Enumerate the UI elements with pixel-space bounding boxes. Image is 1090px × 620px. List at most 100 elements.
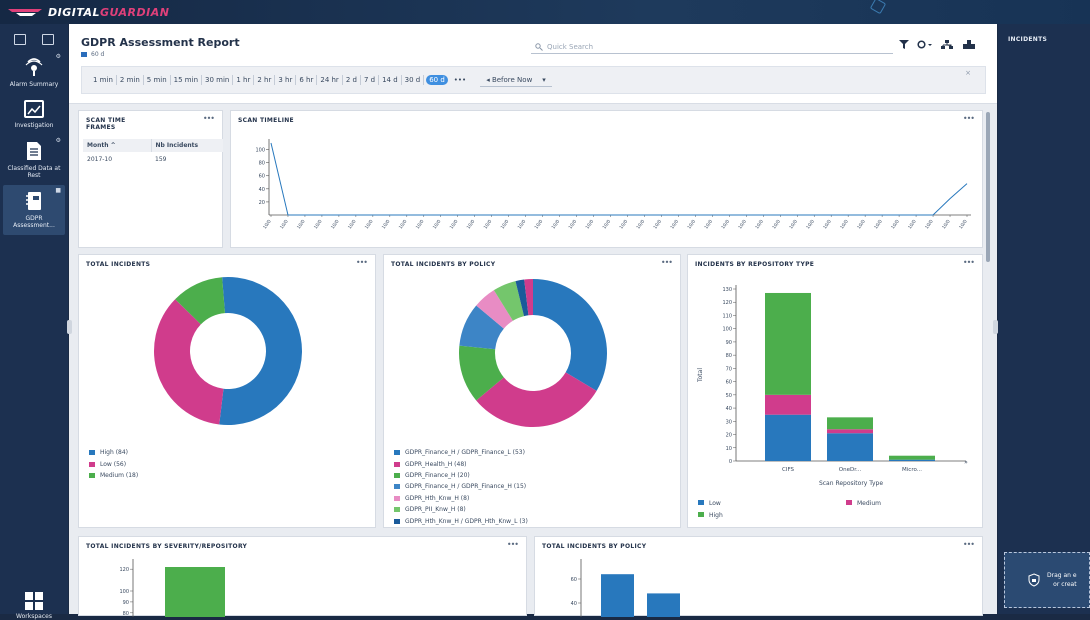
donut-slice	[219, 277, 302, 425]
x-tick-label: 10/0	[907, 219, 918, 231]
export-icon[interactable]	[963, 40, 975, 49]
refresh-menu-icon[interactable]	[917, 40, 933, 49]
time-range-option[interactable]: 5 min	[144, 75, 171, 85]
time-range-option[interactable]: 24 hr	[317, 75, 342, 85]
time-range-option[interactable]: 1 hr	[233, 75, 254, 85]
panel-menu-button[interactable]: •••	[203, 114, 214, 123]
y-tick-label: 80	[726, 353, 732, 359]
legend-item[interactable]: GDPR_Health_H (48)	[394, 458, 528, 469]
bar	[647, 593, 680, 617]
x-tick-label: 10/0	[517, 219, 528, 231]
legend-swatch	[89, 462, 95, 467]
x-tick-label: 10/0	[737, 219, 748, 231]
total-incidents-panel: TOTAL INCIDENTS ••• High (84)Low (56)Med…	[78, 254, 376, 528]
legend-item[interactable]: High (84)	[89, 447, 138, 458]
legend-item[interactable]: Medium (18)	[89, 470, 138, 481]
close-icon[interactable]: ×	[965, 69, 971, 77]
policy-legend: GDPR_Finance_H / GDPR_Finance_L (53)GDPR…	[394, 447, 528, 527]
legend-swatch	[698, 500, 704, 505]
time-range-option[interactable]: 15 min	[171, 75, 202, 85]
bar	[601, 574, 634, 617]
legend-item[interactable]: GDPR_Finance_H / GDPR_Finance_H (15)	[394, 481, 528, 492]
sidebar-item-gdpr-assessment[interactable]: ■ GDPR Assessment...	[3, 185, 65, 235]
time-range-option[interactable]: 6 hr	[296, 75, 317, 85]
x-tick-label: 10/0	[873, 219, 884, 231]
time-range-option[interactable]: 2 min	[117, 75, 144, 85]
workspaces-label: Workspaces	[16, 613, 52, 620]
logo-mark-icon	[8, 7, 42, 17]
bar-segment	[827, 429, 873, 433]
left-collapse-handle[interactable]	[67, 320, 72, 334]
workspaces-button[interactable]: Workspaces	[0, 592, 68, 620]
timeline-series-line	[271, 143, 967, 215]
x-tick-label: OneDr...	[839, 467, 862, 473]
x-tick-label: 10/0	[703, 219, 714, 231]
column-header-month[interactable]: Month ^	[83, 139, 151, 152]
before-now-dropdown[interactable]: ◂ Before Now▾	[480, 74, 552, 87]
legend-swatch	[394, 519, 400, 524]
legend-item[interactable]: GDPR_Finance_H (20)	[394, 470, 528, 481]
legend-item[interactable]: GDPR_PII_Knw_H (8)	[394, 504, 528, 515]
time-range-option[interactable]: 2 d	[343, 75, 361, 85]
legend-label: Low	[709, 500, 721, 507]
vertical-scrollbar[interactable]	[986, 112, 990, 262]
chevron-down-icon: ▾	[542, 76, 546, 84]
y-tick-label: 50	[726, 393, 732, 399]
search-input[interactable]: Quick Search	[531, 40, 893, 54]
digital-guardian-logo: DIGITALGUARDIAN	[8, 4, 169, 20]
x-tick-label: 10/0	[347, 219, 358, 231]
sidebar-item-alarm-summary[interactable]: ⚙ Alarm Summary	[3, 51, 65, 94]
hierarchy-icon[interactable]	[941, 40, 953, 49]
x-tick-label: 10/0	[296, 219, 307, 231]
legend-item[interactable]: GDPR_Hth_Knw_H / GDPR_Hth_Knw_L (3)	[394, 515, 528, 526]
x-tick-label: CIFS	[782, 467, 795, 473]
y-tick-label: 20	[259, 200, 265, 206]
legend-label: GDPR_Finance_H / GDPR_Finance_H (15)	[405, 483, 526, 490]
bar-segment	[889, 460, 935, 461]
sidebar-item-investigation[interactable]: Investigation	[3, 94, 65, 135]
table-row[interactable]: 2017-10 159	[83, 152, 223, 166]
active-indicator-icon: ■	[55, 187, 61, 194]
time-range-option[interactable]: 60 d	[426, 75, 448, 85]
settings-dot-icon: ⚙	[56, 137, 61, 144]
x-tick-label: 10/0	[415, 219, 426, 231]
y-tick-label: 100	[255, 148, 265, 154]
image-icon[interactable]	[42, 34, 54, 45]
scan-frames-table: Month ^ Nb Incidents 2017-10 159	[83, 139, 223, 166]
sidebar-item-classified-data[interactable]: ⚙ Classified Data at Rest	[3, 135, 65, 185]
legend-label: High	[709, 512, 723, 519]
time-range-option[interactable]: 30 d	[402, 75, 425, 85]
legend-item[interactable]: GDPR_Hth_Knw_H (8)	[394, 493, 528, 504]
y-tick-label: 130	[722, 287, 732, 293]
legend-item[interactable]: Low (56)	[89, 458, 138, 469]
page-title: GDPR Assessment Report	[81, 36, 240, 49]
time-range-option[interactable]: 1 min	[90, 75, 117, 85]
y-tick-label: 110	[722, 313, 732, 319]
x-tick-label: 10/0	[890, 219, 901, 231]
legend-label: GDPR_Finance_H (20)	[405, 472, 470, 479]
column-header-incidents[interactable]: Nb Incidents	[151, 139, 223, 152]
x-tick-label: 10/0	[788, 219, 799, 231]
time-range-option[interactable]: 2 hr	[254, 75, 275, 85]
more-options-button[interactable]: •••	[454, 76, 466, 84]
calendar-icon	[81, 52, 87, 57]
time-range-option[interactable]: 14 d	[379, 75, 402, 85]
x-tick-label: 10/0	[754, 219, 765, 231]
legend-item[interactable]: GDPR_Finance_H / GDPR_Finance_L (53)	[394, 447, 528, 458]
x-tick-label: 10/0	[958, 219, 969, 231]
time-range-option[interactable]: 3 hr	[275, 75, 296, 85]
time-range-option[interactable]: 30 min	[202, 75, 233, 85]
x-tick-label: 10/0	[652, 219, 663, 231]
legend-swatch	[394, 450, 400, 455]
left-sidebar: ⚙ Alarm Summary Investigation ⚙ Classifi…	[0, 24, 68, 614]
y-tick-label: 120	[119, 567, 129, 573]
legend-label: GDPR_PII_Knw_H (8)	[405, 506, 466, 513]
x-tick-label: 10/0	[364, 219, 375, 231]
filter-icon[interactable]	[899, 40, 909, 49]
dashboard-icon[interactable]	[14, 34, 26, 45]
time-range-option[interactable]: 7 d	[361, 75, 379, 85]
top-bar: DIGITALGUARDIAN	[0, 0, 1090, 24]
